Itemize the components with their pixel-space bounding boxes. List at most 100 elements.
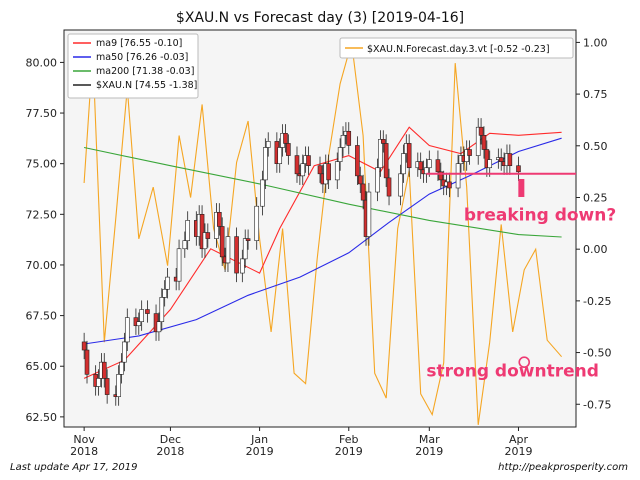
candle-body <box>116 374 121 397</box>
annotations: breaking down? strong downtrend <box>426 172 616 381</box>
candle-body <box>401 153 406 175</box>
annotation-strong-downtrend: strong downtrend <box>426 361 598 381</box>
candle-body <box>145 309 150 314</box>
x-tick-label: 2019 <box>246 445 274 458</box>
candle-body <box>234 236 239 274</box>
candle-body <box>217 211 222 227</box>
candle-body <box>96 378 101 387</box>
x-tick-label: 2018 <box>70 445 98 458</box>
y-right-tick-label: 0.50 <box>583 140 608 153</box>
candle-body <box>139 309 144 322</box>
legends: ma9 [76.55 -0.10] ma50 [76.26 -0.03] ma200… <box>67 33 574 99</box>
footer-source-url: http://peakprosperity.com <box>498 462 628 473</box>
candle-body <box>263 147 268 181</box>
x-tick-label: 2019 <box>415 445 443 458</box>
y-left-tick-label: 65.00 <box>26 360 58 373</box>
y-right-tick-label: 0.00 <box>583 243 608 256</box>
candle-body <box>406 143 412 169</box>
forecast-line <box>83 42 563 425</box>
candle-body <box>366 191 372 237</box>
y-right-tick-label: -0.25 <box>583 295 611 308</box>
forecast-circle <box>518 356 531 368</box>
candle-body <box>156 321 162 333</box>
candle-body <box>254 205 260 241</box>
candle-body <box>294 155 300 175</box>
candle-body <box>498 157 504 162</box>
data-layer <box>81 42 563 425</box>
axes: 62.50 65.00 67.50 70.00 72.50 75.00 77.50 80.00… <box>26 36 612 458</box>
candle-body <box>286 143 291 156</box>
legend-left-label: $XAU.N [74.55 -1.38] <box>96 80 197 91</box>
candle-body <box>162 288 167 298</box>
candle-body <box>136 321 142 327</box>
x-tick-label: Feb <box>339 433 358 446</box>
y-right-tick-label: 0.75 <box>583 88 608 101</box>
legend-left-label: ma9 [76.55 -0.10] <box>96 38 182 49</box>
y-right-tick-label: 0.25 <box>583 191 608 204</box>
x-tick-label: Apr <box>509 433 529 446</box>
legend-right-box <box>339 37 574 59</box>
candle-body <box>484 149 490 169</box>
candle-body <box>124 317 130 343</box>
candle-body <box>101 361 107 379</box>
candle-body <box>300 163 306 177</box>
breakdown-marker <box>518 178 525 197</box>
y-left-tick-label: 62.50 <box>26 411 58 424</box>
candle-body <box>478 126 484 136</box>
candle-body <box>265 141 271 148</box>
x-tick-label: 2019 <box>335 445 363 458</box>
candle-body <box>357 175 363 185</box>
legend-left-label: ma200 [71.38 -0.03] <box>96 66 194 77</box>
ma200-line <box>83 146 562 238</box>
candle-body <box>418 161 423 171</box>
candle-body <box>334 161 340 181</box>
candle-body <box>427 159 432 169</box>
legend-left-label: ma50 [76.26 -0.03] <box>96 52 188 63</box>
x-tick-label: Mar <box>419 433 440 446</box>
candle-body <box>507 153 513 167</box>
candle-body <box>467 149 472 156</box>
candle-body <box>81 341 87 351</box>
candle-body <box>317 165 323 175</box>
candle-body <box>455 163 461 189</box>
candle-body <box>487 159 493 169</box>
candle-body <box>435 159 441 173</box>
candle-body <box>481 135 487 150</box>
candle-body <box>340 135 346 148</box>
x-tick-label: Jan <box>250 433 268 446</box>
legend-right-label: $XAU.N.Forecast.day.3.vt [-0.52 -0.23] <box>367 44 550 55</box>
candle-body <box>159 297 165 322</box>
y-left-tick-label: 72.50 <box>26 208 58 221</box>
candle-body <box>84 349 90 375</box>
candle-body <box>122 341 127 363</box>
candle-body <box>447 181 452 189</box>
candle-body <box>277 147 283 164</box>
y-left-tick-label: 67.50 <box>26 310 58 323</box>
candle-body <box>380 139 386 144</box>
y-left-tick-label: 75.00 <box>26 158 58 171</box>
legend-left-box <box>67 33 199 99</box>
candle-body <box>383 143 389 179</box>
footer-last-update: Last update Apr 17, 2019 <box>10 462 137 473</box>
candle-body <box>337 147 343 162</box>
candle-body <box>202 232 208 250</box>
candle-body <box>306 155 311 167</box>
candle-body <box>119 361 124 375</box>
candle-body <box>260 179 265 207</box>
candle-body <box>219 226 225 258</box>
annotation-breaking-down: breaking down? <box>464 205 616 225</box>
candle-body <box>199 214 205 250</box>
candle-body <box>386 177 392 197</box>
candle-body <box>165 276 170 290</box>
candle-body <box>355 145 360 177</box>
candle-body <box>176 248 182 282</box>
candle-body <box>185 220 190 241</box>
candle-body <box>205 232 211 239</box>
y-left-tick-label: 70.00 <box>26 259 58 272</box>
candle-body <box>104 378 110 395</box>
y-right-tick-label: 1.00 <box>583 36 608 49</box>
x-tick-label: 2019 <box>504 445 532 458</box>
candle-body <box>378 139 383 169</box>
x-tick-label: 2018 <box>156 445 184 458</box>
